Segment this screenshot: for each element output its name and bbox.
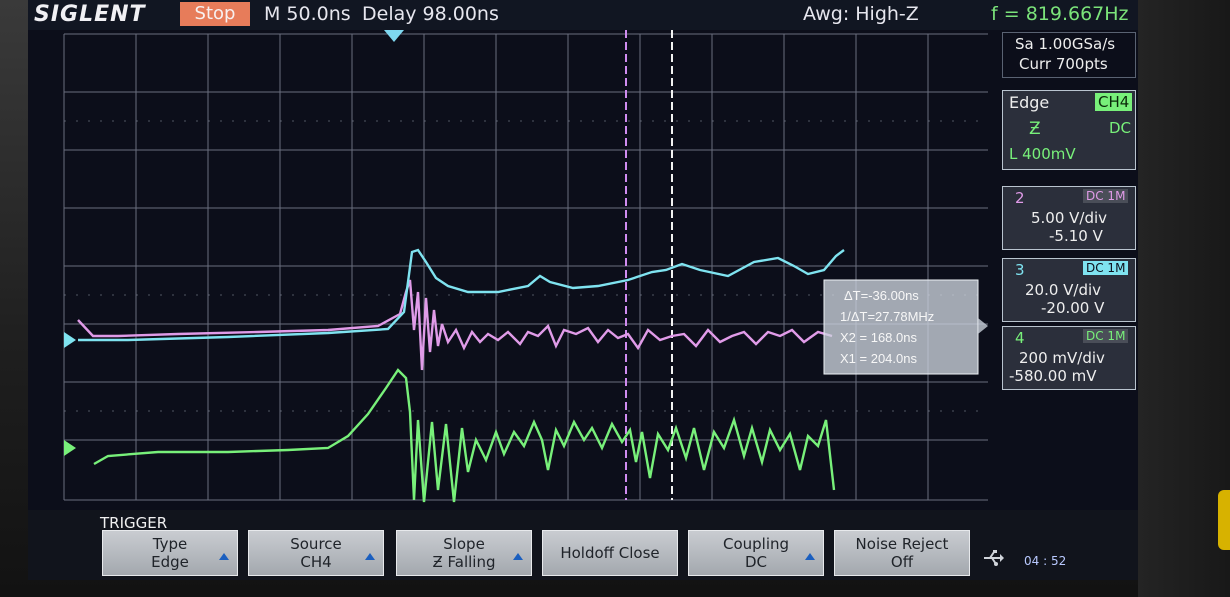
ch4-offset: -580.00 mV — [1009, 367, 1097, 385]
cycle-arrow-icon — [805, 553, 815, 560]
waveform-display[interactable]: ΔT=-36.00ns 1/ΔT=27.78MHz X2 = 168.0ns X… — [28, 30, 1138, 510]
trigger-coupling-softkey[interactable]: Coupling DC — [688, 530, 824, 576]
memory-depth-readout: Curr 700pts — [1019, 55, 1108, 73]
trigger-level-readout: L 400mV — [1009, 145, 1076, 163]
yellow-knob[interactable] — [1218, 490, 1230, 550]
ch4-trace — [93, 368, 836, 503]
trigger-source-softkey[interactable]: Source CH4 — [248, 530, 384, 576]
softkey-label: Holdoff Close — [560, 544, 660, 562]
front-panel-edge — [1138, 0, 1230, 597]
ch4-info-box[interactable]: 4 DC 1M 200 mV/div -580.00 mV — [1002, 326, 1136, 390]
ch4-coupling-badge: DC 1M — [1083, 329, 1129, 343]
ch2-coupling-badge: DC 1M — [1083, 189, 1129, 203]
trigger-coupling-readout: DC — [1109, 119, 1132, 137]
softkey-label: Noise Reject — [855, 535, 949, 553]
softkey-label: Slope — [443, 535, 485, 553]
delta-t-readout: ΔT=-36.00ns — [844, 288, 919, 303]
ch4-number: 4 — [1015, 329, 1025, 347]
x2-readout: X2 = 168.0ns — [840, 330, 917, 345]
softkey-value: Edge — [151, 553, 189, 571]
ch3-number: 3 — [1015, 261, 1025, 279]
softkey-value: Off — [890, 553, 914, 571]
trigger-slope-softkey[interactable]: Slope Ƶ Falling — [396, 530, 532, 576]
clock-readout: 04 : 52 — [1024, 554, 1067, 568]
ch2-trace — [77, 279, 833, 371]
awg-readout: Awg: High-Z — [803, 3, 919, 25]
cycle-arrow-icon — [365, 553, 375, 560]
ch2-info-box[interactable]: 2 DC 1M 5.00 V/div -5.10 V — [1002, 186, 1136, 250]
trigger-type-softkey[interactable]: Type Edge — [102, 530, 238, 576]
softkey-label: Source — [290, 535, 342, 553]
softkey-menu: TRIGGER Type Edge Source CH4 Slope Ƶ Fal… — [28, 510, 1138, 580]
softkey-value: Ƶ Falling — [432, 553, 496, 571]
sample-rate-readout: Sa 1.00GSa/s — [1015, 35, 1116, 53]
status-bar: SIGLENT Stop M 50.0ns Delay 98.00ns Awg:… — [28, 0, 1138, 30]
frequency-counter: f = 819.667Hz — [991, 3, 1129, 25]
ch3-offset: -20.00 V — [1041, 299, 1105, 317]
cycle-arrow-icon — [513, 553, 523, 560]
ch3-ground-marker[interactable] — [64, 332, 76, 348]
usb-icon — [984, 550, 1004, 566]
acquisition-box[interactable]: Sa 1.00GSa/s Curr 700pts — [1002, 32, 1136, 78]
scope-screen: SIGLENT Stop M 50.0ns Delay 98.00ns Awg:… — [28, 0, 1138, 580]
delay-readout[interactable]: Delay 98.00ns — [362, 3, 499, 25]
trigger-slope-icon: Ƶ — [1029, 119, 1041, 139]
noise-reject-softkey[interactable]: Noise Reject Off — [834, 530, 970, 576]
holdoff-softkey[interactable]: Holdoff Close — [542, 530, 678, 576]
trigger-source-badge: CH4 — [1095, 93, 1133, 111]
trigger-info-box[interactable]: Edge CH4 Ƶ DC L 400mV — [1002, 90, 1136, 170]
trigger-position-marker[interactable] — [384, 30, 404, 42]
channel-info-panel: Sa 1.00GSa/s Curr 700pts Edge CH4 Ƶ DC L… — [1000, 30, 1138, 510]
ch3-coupling-badge: DC 1M — [1083, 261, 1129, 275]
menu-title: TRIGGER — [100, 514, 168, 532]
ch2-offset: -5.10 V — [1049, 227, 1103, 245]
ch4-ground-marker[interactable] — [64, 440, 76, 456]
softkey-label: Coupling — [722, 535, 790, 553]
cursor-readout-box[interactable]: ΔT=-36.00ns 1/ΔT=27.78MHz X2 = 168.0ns X… — [823, 279, 988, 375]
graticule-grid — [63, 33, 988, 501]
softkey-value: DC — [744, 553, 768, 571]
ch3-trace — [78, 248, 845, 342]
run-stop-indicator[interactable]: Stop — [180, 2, 250, 26]
timebase-readout[interactable]: M 50.0ns — [264, 3, 351, 25]
ch2-scale: 5.00 V/div — [1031, 209, 1108, 227]
softkey-value: CH4 — [300, 553, 332, 571]
ch4-scale: 200 mV/div — [1019, 349, 1105, 367]
cycle-arrow-icon — [219, 553, 229, 560]
softkey-label: Type — [152, 535, 188, 553]
ch3-scale: 20.0 V/div — [1025, 281, 1102, 299]
inverse-delta-t-readout: 1/ΔT=27.78MHz — [840, 309, 934, 324]
x1-readout: X1 = 204.0ns — [840, 351, 917, 366]
ch3-info-box[interactable]: 3 DC 1M 20.0 V/div -20.00 V — [1002, 258, 1136, 322]
ch2-number: 2 — [1015, 189, 1025, 207]
brand-logo: SIGLENT — [34, 2, 146, 27]
trigger-type-readout: Edge — [1009, 93, 1050, 112]
